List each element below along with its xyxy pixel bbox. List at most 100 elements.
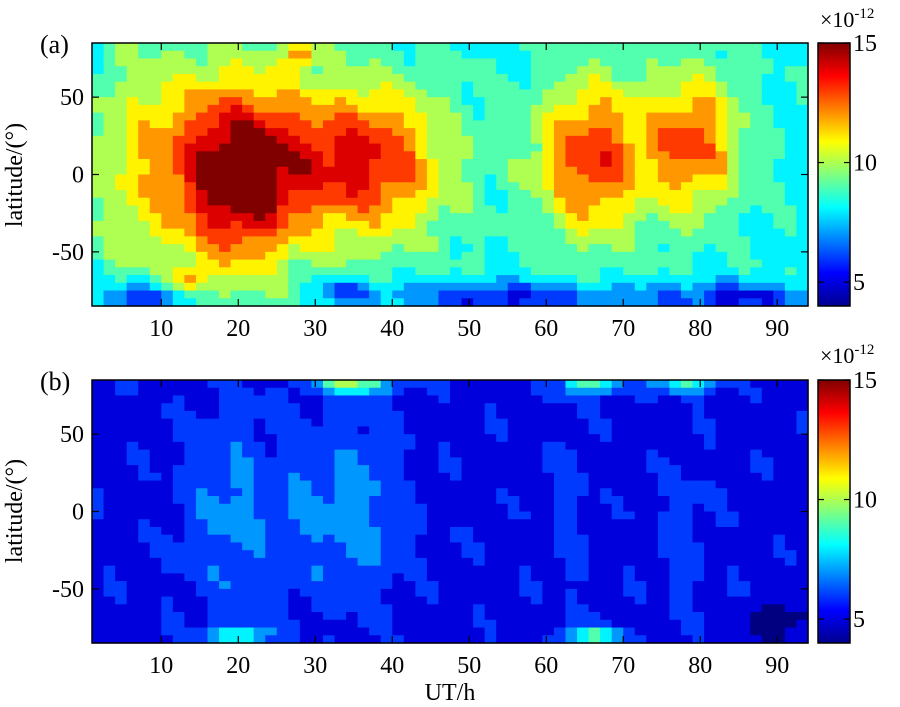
heatmap-cell bbox=[207, 410, 220, 420]
heatmap-cell bbox=[403, 298, 416, 307]
heatmap-cell bbox=[415, 166, 428, 176]
heatmap-cell bbox=[115, 66, 128, 75]
heatmap-cell bbox=[103, 387, 116, 397]
heatmap-cell bbox=[646, 267, 659, 276]
heatmap-cell bbox=[334, 267, 347, 276]
heatmap-cell bbox=[380, 205, 393, 214]
heatmap-cell bbox=[450, 395, 463, 404]
heatmap-cell bbox=[242, 449, 255, 458]
heatmap-cell bbox=[184, 426, 197, 435]
heatmap-cell bbox=[484, 267, 497, 276]
heatmap-cell bbox=[750, 267, 763, 276]
heatmap-cell bbox=[265, 588, 278, 598]
heatmap-cell bbox=[784, 465, 798, 474]
heatmap-cell bbox=[415, 387, 428, 397]
heatmap-cell bbox=[172, 205, 185, 214]
heatmap-cell bbox=[611, 205, 624, 214]
heatmap-cell bbox=[357, 189, 370, 199]
heatmap-cell bbox=[219, 519, 232, 528]
heatmap-cell bbox=[172, 449, 185, 458]
heatmap-cell bbox=[403, 426, 416, 435]
heatmap-cell bbox=[138, 220, 151, 230]
heatmap-cell bbox=[461, 619, 474, 629]
heatmap-cell bbox=[496, 526, 509, 536]
heatmap-cell bbox=[288, 588, 301, 598]
heatmap-cell bbox=[403, 159, 416, 168]
heatmap-cell bbox=[92, 50, 105, 60]
heatmap-cell bbox=[426, 496, 440, 505]
heatmap-cell bbox=[553, 488, 567, 497]
heatmap-cell bbox=[530, 503, 543, 513]
heatmap-cell bbox=[195, 112, 209, 121]
heatmap-cell bbox=[230, 104, 243, 114]
heatmap-cell bbox=[288, 449, 301, 458]
heatmap-cell bbox=[507, 526, 520, 536]
heatmap-cell bbox=[761, 612, 774, 621]
heatmap-cell bbox=[496, 166, 509, 176]
heatmap-cell bbox=[357, 220, 370, 230]
heatmap-cell bbox=[588, 259, 601, 268]
heatmap-cell bbox=[796, 387, 809, 397]
heatmap-cell bbox=[761, 387, 774, 397]
heatmap-cell bbox=[692, 488, 705, 497]
heatmap-cell bbox=[669, 441, 682, 451]
heatmap-cell bbox=[265, 449, 278, 458]
heatmap-cell bbox=[577, 526, 590, 536]
heatmap-cell bbox=[484, 395, 497, 404]
heatmap-cell bbox=[507, 403, 520, 412]
heatmap-cell bbox=[588, 457, 601, 466]
heatmap-cell bbox=[346, 236, 359, 245]
heatmap-cell bbox=[334, 298, 347, 307]
heatmap-cell bbox=[738, 159, 751, 168]
heatmap-cell bbox=[149, 151, 162, 160]
heatmap-cell bbox=[796, 81, 809, 91]
heatmap-cell bbox=[276, 426, 289, 435]
heatmap-cell bbox=[207, 143, 220, 152]
heatmap-cell bbox=[646, 228, 659, 237]
heatmap-cell bbox=[115, 596, 128, 605]
heatmap-cell bbox=[322, 573, 336, 582]
heatmap-cell bbox=[750, 104, 763, 114]
heatmap-cell bbox=[184, 135, 197, 145]
heatmap-cell bbox=[369, 298, 382, 307]
heatmap-cell bbox=[784, 182, 798, 191]
heatmap-cell bbox=[369, 612, 382, 621]
heatmap-cell bbox=[577, 151, 590, 160]
heatmap-cell bbox=[623, 151, 636, 160]
heatmap-cell bbox=[426, 534, 440, 544]
heatmap-cell bbox=[207, 480, 220, 489]
heatmap-cell bbox=[773, 236, 786, 245]
heatmap-cell bbox=[773, 89, 786, 98]
heatmap-cell bbox=[415, 457, 428, 466]
heatmap-cell bbox=[392, 213, 405, 222]
heatmap-cell bbox=[565, 120, 578, 129]
heatmap-cell bbox=[207, 174, 220, 183]
heatmap-cell bbox=[542, 519, 555, 528]
heatmap-cell bbox=[704, 104, 717, 114]
heatmap-cell bbox=[473, 627, 486, 636]
heatmap-cell bbox=[322, 619, 336, 629]
heatmap-cell bbox=[184, 112, 197, 121]
heatmap-cell bbox=[184, 503, 197, 513]
heatmap-cell bbox=[715, 220, 728, 230]
heatmap-cell bbox=[692, 197, 705, 207]
heatmap-cell bbox=[646, 511, 659, 520]
heatmap-cell bbox=[138, 395, 151, 404]
heatmap-cell bbox=[207, 488, 220, 497]
heatmap-cell bbox=[230, 387, 243, 397]
heatmap-cell bbox=[357, 434, 370, 443]
heatmap-cell bbox=[588, 159, 601, 168]
heatmap-cell bbox=[553, 159, 567, 168]
heatmap-cell bbox=[161, 619, 174, 629]
heatmap-cell bbox=[265, 282, 278, 292]
heatmap-cell bbox=[669, 205, 682, 214]
heatmap-cell bbox=[669, 526, 682, 536]
heatmap-cell bbox=[357, 534, 370, 544]
heatmap-cell bbox=[727, 604, 740, 613]
heatmap-cell bbox=[230, 488, 243, 497]
heatmap-cell bbox=[473, 213, 486, 222]
heatmap-cell bbox=[115, 565, 128, 574]
heatmap-cell bbox=[92, 174, 105, 183]
heatmap-cell bbox=[461, 403, 474, 412]
